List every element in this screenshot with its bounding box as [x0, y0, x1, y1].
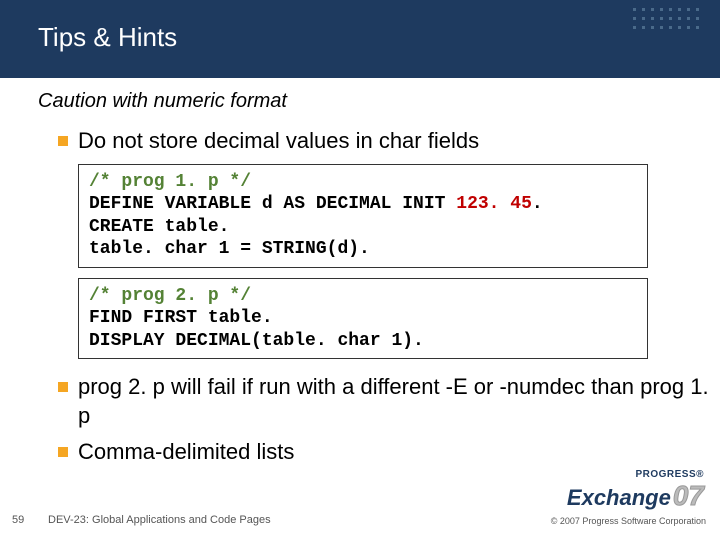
code-line: table. char 1 = STRING(d). — [89, 239, 370, 259]
code-line: DEFINE VARIABLE d AS DECIMAL INIT — [89, 194, 456, 214]
code-line: DISPLAY DECIMAL(table. char 1). — [89, 331, 424, 351]
subtitle: Caution with numeric format — [38, 90, 720, 113]
code-comment: /* prog 2. p */ — [89, 286, 251, 306]
bullet-text: Comma-delimited lists — [78, 438, 294, 467]
slide-title: Tips & Hints — [38, 22, 177, 53]
code-block-1: /* prog 1. p */ DEFINE VARIABLE d AS DEC… — [78, 164, 648, 268]
bullet-icon — [58, 382, 68, 392]
code-block-2: /* prog 2. p */ FIND FIRST table. DISPLA… — [78, 278, 648, 360]
decorative-dots — [633, 8, 700, 30]
code-punct: . — [532, 194, 543, 214]
code-line: CREATE table. — [89, 217, 229, 237]
logo-top-text: PROGRESS® — [567, 469, 704, 480]
code-line: FIND FIRST table. — [89, 308, 273, 328]
bullet-text: Do not store decimal values in char fiel… — [78, 127, 479, 156]
bullet-list-2: prog 2. p will fail if run with a differ… — [58, 373, 720, 467]
header-bar: Tips & Hints — [0, 0, 720, 78]
code-number: 123. 45 — [456, 194, 532, 214]
bullet-icon — [58, 447, 68, 457]
footer-title: DEV-23: Global Applications and Code Pag… — [48, 514, 271, 526]
bullet-list: Do not store decimal values in char fiel… — [58, 127, 720, 156]
footer: 59 DEV-23: Global Applications and Code … — [0, 502, 720, 540]
copyright: © 2007 Progress Software Corporation — [551, 516, 706, 526]
code-comment: /* prog 1. p */ — [89, 172, 251, 192]
bullet-item: Do not store decimal values in char fiel… — [58, 127, 720, 156]
bullet-text: prog 2. p will fail if run with a differ… — [78, 373, 720, 430]
page-number: 59 — [12, 514, 24, 526]
bullet-item: prog 2. p will fail if run with a differ… — [58, 373, 720, 430]
bullet-item: Comma-delimited lists — [58, 438, 720, 467]
bullet-icon — [58, 136, 68, 146]
